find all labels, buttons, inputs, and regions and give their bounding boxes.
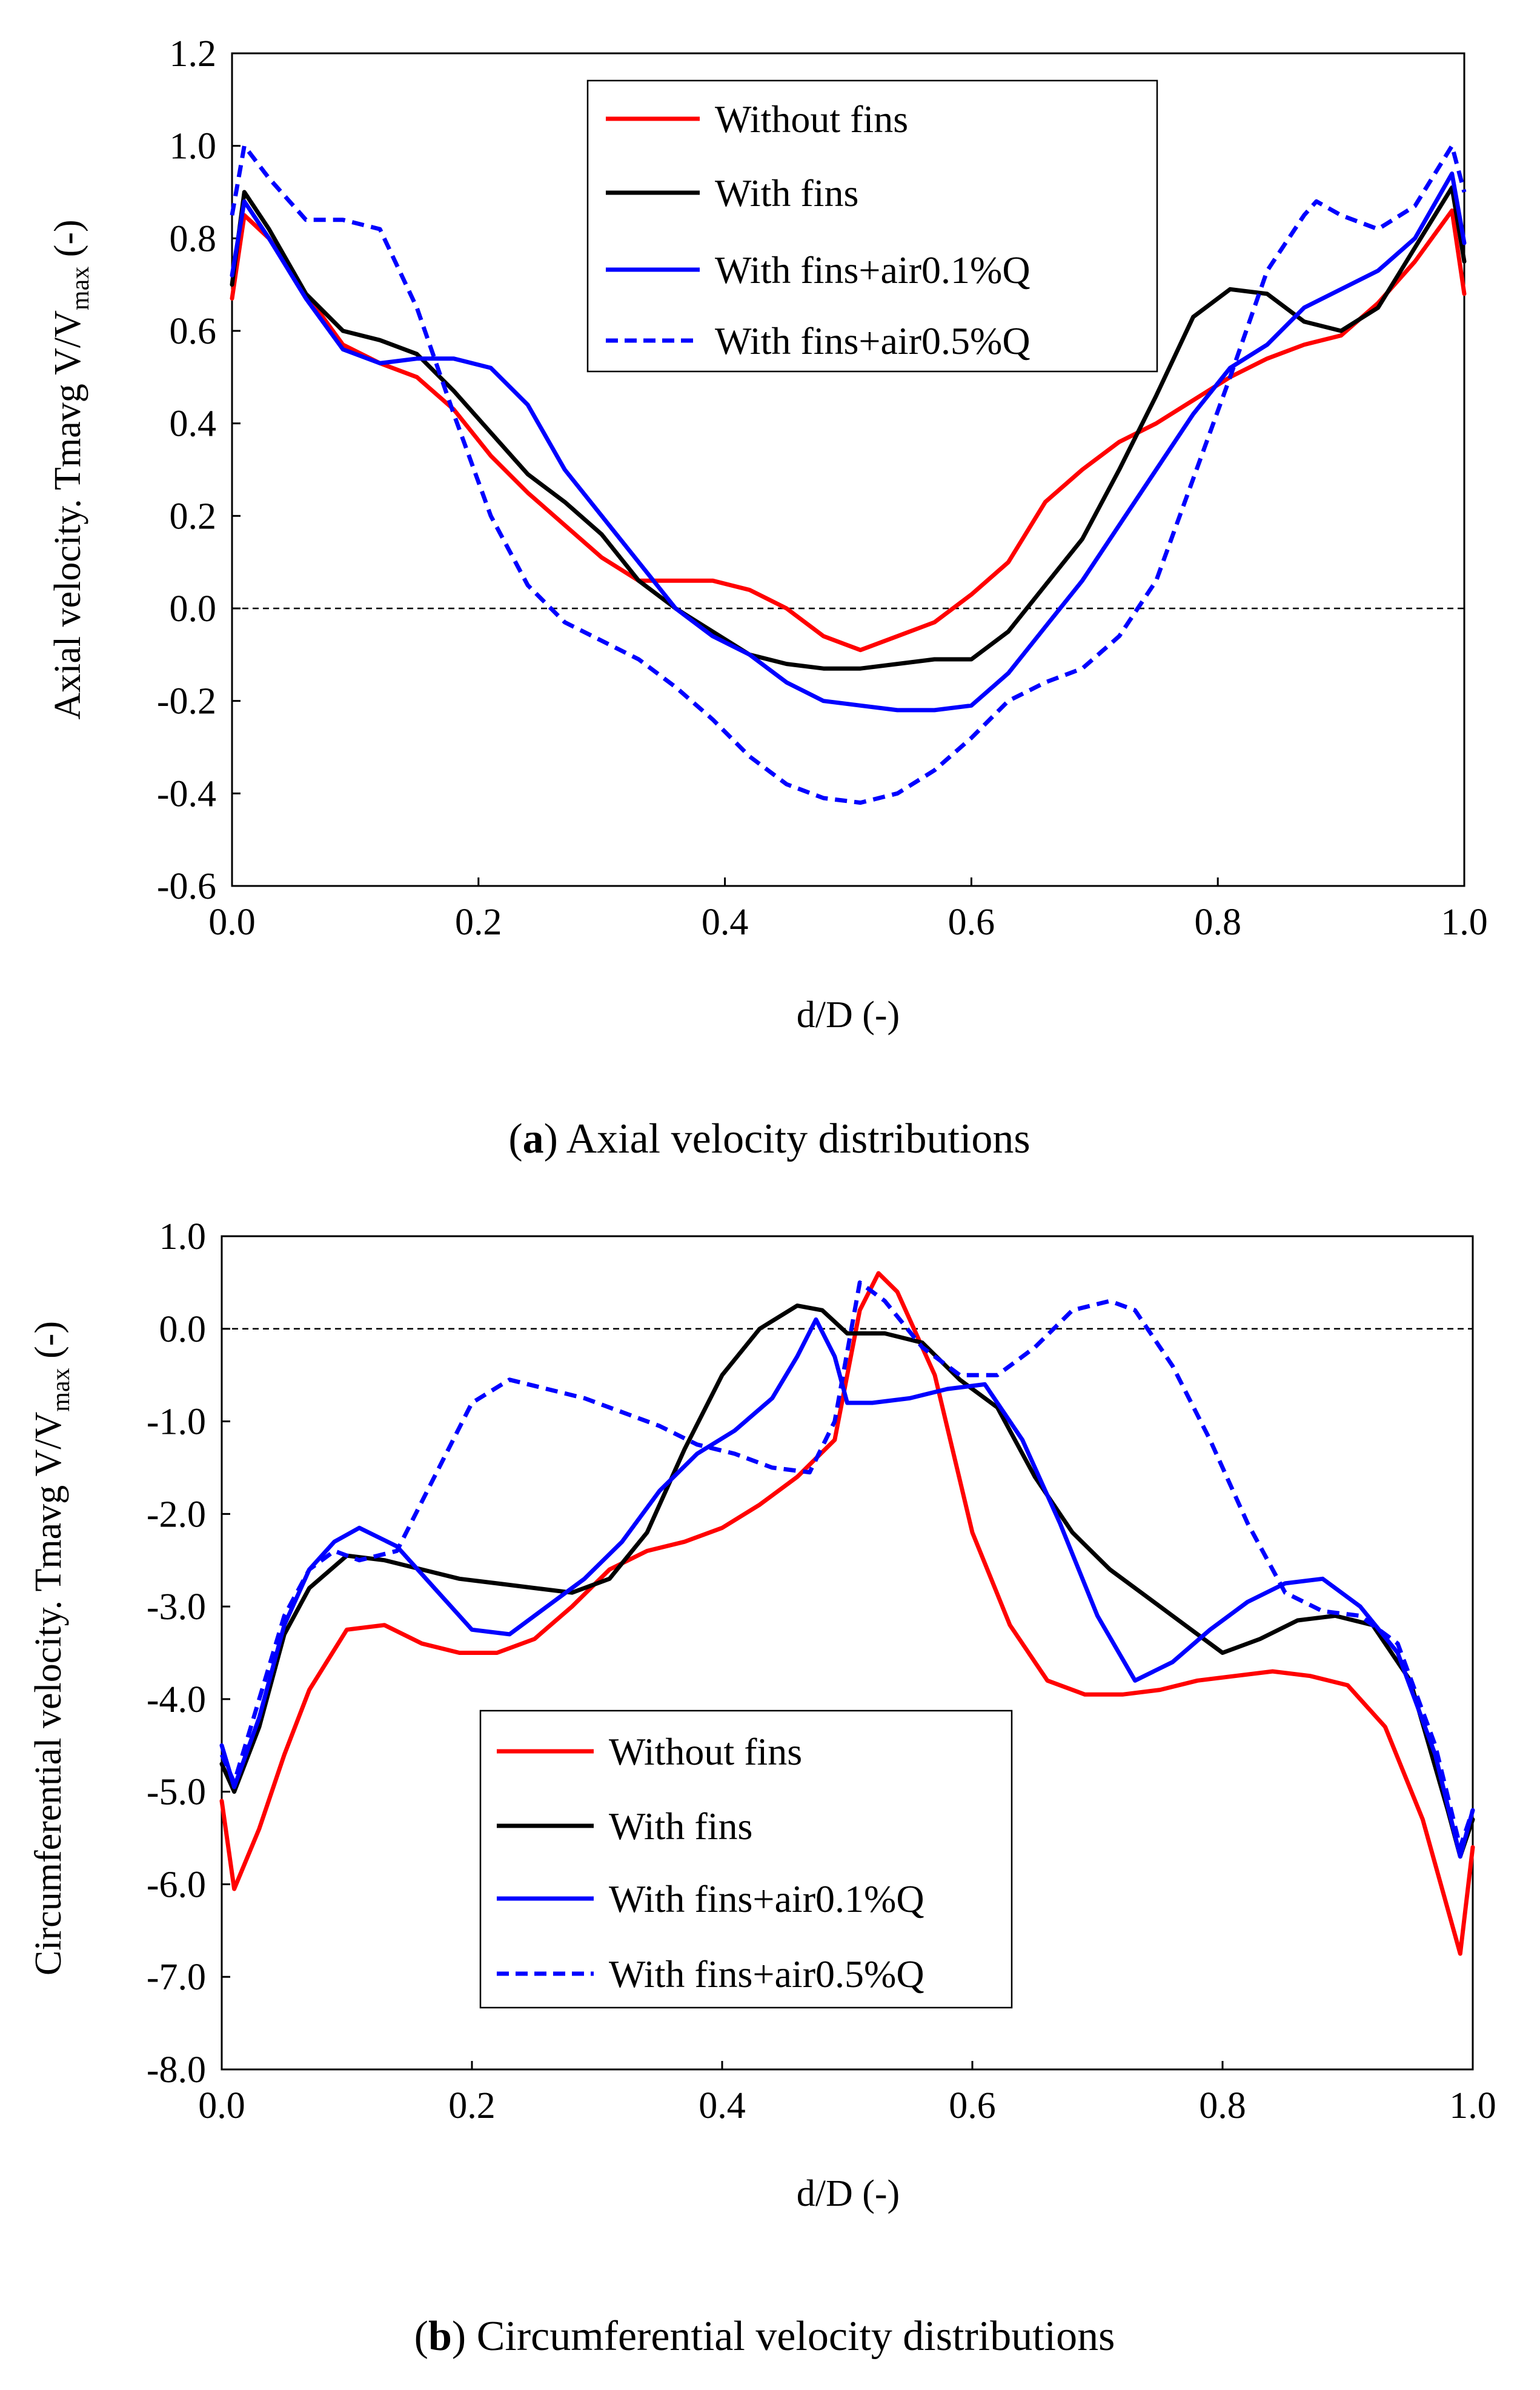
x-tick-label: 0.8 <box>1194 902 1241 943</box>
y-tick-label: -7.0 <box>147 1957 206 1998</box>
y-axis-label-b: Circumferential velocity. Tmavg V/Vmax (… <box>28 1321 75 1976</box>
y-tick-label: -0.4 <box>157 773 216 814</box>
legend-label-air05-b: With fins+air0.5%Q <box>609 1952 924 1996</box>
series-line-with-fins <box>230 185 1467 671</box>
series-line-with-fins-air0-5-q <box>230 144 1467 805</box>
y-tick-label: 1.0 <box>159 1216 207 1257</box>
y-tick-label: 1.0 <box>170 126 217 167</box>
legend-box-a <box>586 79 1158 373</box>
legend-label-air01-b: With fins+air0.1%Q <box>609 1877 924 1920</box>
legend-label-without-fins-b: Without fins <box>609 1730 802 1773</box>
x-tick-label: 0.4 <box>699 2085 746 2126</box>
y-tick-label: 0.0 <box>159 1309 207 1350</box>
x-ticks-a: 0.0 0.2 0.4 0.6 0.8 1.0 <box>208 877 1488 943</box>
y-tick-label: -2.0 <box>147 1494 206 1535</box>
x-ticks-b: 0.0 0.2 0.4 0.6 0.8 1.0 <box>198 2061 1496 2126</box>
legend-label-without-fins-a: Without fins <box>715 98 908 141</box>
x-tick-label: 0.2 <box>448 2085 496 2126</box>
x-axis-label-a: d/D (-) <box>797 994 900 1036</box>
x-tick-label: 0.0 <box>208 902 256 943</box>
y-tick-label: 0.4 <box>170 404 217 445</box>
x-tick-label: 0.2 <box>455 902 502 943</box>
circumferential-velocity-chart: -8.0 -7.0 -6.0 -5.0 -4.0 -3.0 -2.0 -1.0 0.0 1.0 0… <box>28 1216 1496 2360</box>
legend-label-air01-a: With fins+air0.1%Q <box>715 248 1031 291</box>
x-tick-label: 1.0 <box>1441 902 1488 943</box>
x-tick-label: 0.4 <box>702 902 749 943</box>
axial-velocity-chart: -0.6 -0.4 -0.2 0.0 0.2 0.4 0.6 0.8 1.0 1.2 0.0 0.2… <box>47 33 1488 1162</box>
series-line-with-fins-air0-1-q <box>230 171 1467 713</box>
caption-a: (a) Axial velocity distributions <box>508 1116 1030 1162</box>
legend-label-air05-a: With fins+air0.5%Q <box>715 319 1031 362</box>
x-tick-label: 1.0 <box>1449 2085 1496 2126</box>
y-tick-label: -1.0 <box>147 1402 206 1443</box>
x-tick-label: 0.0 <box>198 2085 245 2126</box>
y-tick-label: -0.2 <box>157 681 216 722</box>
y-tick-label: 0.8 <box>170 218 217 259</box>
series-group-b <box>219 1271 1475 1956</box>
series-line-without-fins <box>230 208 1467 653</box>
y-tick-label: -3.0 <box>147 1586 206 1628</box>
y-tick-label: 0.6 <box>170 311 217 352</box>
y-tick-label: -6.0 <box>147 1864 206 1905</box>
x-tick-label: 0.6 <box>949 2085 996 2126</box>
legend-label-with-fins-a: With fins <box>715 171 858 215</box>
plot-frame-a <box>231 52 1465 887</box>
y-ticks-b: -8.0 -7.0 -6.0 -5.0 -4.0 -3.0 -2.0 -1.0 0.0 1.0 <box>147 1216 230 2091</box>
y-tick-label: 0.2 <box>170 496 217 537</box>
legend-label-with-fins-b: With fins <box>609 1805 752 1848</box>
y-tick-label: 1.2 <box>170 33 217 75</box>
x-axis-label-b: d/D (-) <box>797 2173 900 2214</box>
series-group-a <box>230 144 1467 805</box>
x-tick-label: 0.8 <box>1199 2085 1246 2126</box>
series-line-without-fins <box>219 1271 1475 1956</box>
series-line-with-fins-air0-5-q <box>219 1280 1475 1849</box>
legend-box-b <box>479 1709 1013 2009</box>
y-tick-label: -4.0 <box>147 1679 206 1720</box>
legend-b: Without fins With fins With fins+air0.1%… <box>479 1709 1013 2009</box>
x-tick-label: 0.6 <box>948 902 995 943</box>
y-ticks-a: -0.6 -0.4 -0.2 0.0 0.2 0.4 0.6 0.8 1.0 1.2 <box>157 33 241 907</box>
y-tick-label: -8.0 <box>147 2049 206 2091</box>
series-line-with-fins <box>219 1303 1475 1859</box>
series-line-with-fins-air0-1-q <box>219 1317 1475 1859</box>
plot-frame-b <box>221 1235 1474 2071</box>
y-tick-label: -5.0 <box>147 1772 206 1813</box>
caption-b: (b) Circumferential velocity distributio… <box>414 2313 1115 2360</box>
y-tick-label: -0.6 <box>157 866 216 907</box>
legend-a: Without fins With fins With fins+air0.1%… <box>586 79 1158 373</box>
y-axis-label-a: Axial velocity. Tmavg V/Vmax (-) <box>47 219 95 719</box>
y-tick-label: 0.0 <box>170 588 217 630</box>
